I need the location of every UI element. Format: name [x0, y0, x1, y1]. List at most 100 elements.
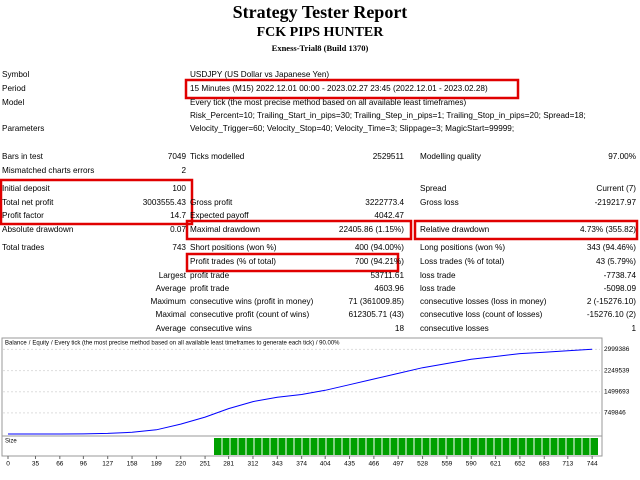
x-tick-label: 528: [417, 461, 428, 468]
x-tick-label: 590: [466, 461, 477, 468]
stat-label: Maximum: [151, 297, 187, 306]
y-tick-label: 1499693: [604, 388, 630, 395]
stat-value: 3003555.43: [143, 198, 187, 207]
x-tick-label: 497: [393, 461, 404, 468]
stat-label: loss trade: [420, 284, 456, 293]
stat-label: Profit factor: [2, 211, 44, 220]
stat-value: 343 (94.46%): [587, 243, 636, 252]
x-tick-label: 713: [562, 461, 573, 468]
stat-label: Maximal drawdown: [190, 225, 261, 234]
stat-value: 100: [172, 184, 186, 193]
highlight-box: [413, 219, 639, 241]
info-label: Parameters: [2, 124, 44, 133]
stat-label: Average: [156, 284, 187, 293]
expert-name: FCK PIPS HUNTER: [257, 25, 385, 40]
x-tick-label: 189: [151, 461, 162, 468]
x-tick-label: 343: [272, 461, 283, 468]
stat-value: Current (7): [596, 184, 636, 193]
stat-value: 700 (94.21%): [355, 257, 404, 266]
highlight-box: [0, 178, 194, 226]
stat-value: 97.00%: [608, 152, 636, 161]
x-tick-label: 158: [127, 461, 138, 468]
graph-note: / Every tick (the most precise method ba…: [51, 341, 340, 347]
stat-label: Loss trades (% of total): [420, 257, 504, 266]
balance-line: [8, 348, 593, 435]
stat-value: 3222773.4: [365, 198, 404, 207]
y-tick-label: 2249539: [604, 367, 630, 374]
x-tick-label: 559: [441, 461, 452, 468]
info-label: Model: [2, 98, 24, 107]
x-tick-label: 744: [587, 461, 598, 468]
stat-label: Short positions (won %): [190, 243, 277, 252]
stat-label: profit trade: [190, 284, 230, 293]
info-label: Symbol: [2, 70, 29, 79]
stat-value: 14.7: [170, 211, 186, 220]
stat-label: Long positions (won %): [420, 243, 505, 252]
stat-label: Bars in test: [2, 152, 44, 161]
stat-value: -5098.09: [604, 284, 637, 293]
x-tick-label: 35: [32, 461, 40, 468]
stat-label: Expected payoff: [190, 211, 249, 220]
parameters-line: Velocity_Trigger=60; Velocity_Stop=40; V…: [190, 124, 514, 133]
info-value: Every tick (the most precise method base…: [190, 98, 466, 107]
x-tick-label: 374: [296, 461, 307, 468]
x-tick-label: 220: [175, 461, 186, 468]
info-value: 15 Minutes (M15) 2022.12.01 00:00 - 2023…: [190, 84, 488, 93]
x-tick-label: 652: [514, 461, 525, 468]
x-tick-label: 621: [490, 461, 501, 468]
stat-value: 743: [172, 243, 186, 252]
highlight-box: [185, 252, 400, 273]
y-tick-label: 2999386: [604, 346, 630, 353]
x-tick-label: 96: [80, 461, 88, 468]
stat-value: 53711.61: [370, 271, 404, 280]
stat-label: Spread: [420, 184, 447, 193]
info-value: USDJPY (US Dollar vs Japanese Yen): [190, 70, 329, 79]
stat-label: Ticks modelled: [190, 152, 245, 161]
parameters-line: Risk_Percent=10; Trailing_Start_in_pips=…: [190, 111, 586, 120]
stat-label: Mismatched charts errors: [2, 166, 94, 175]
stat-label: Maximal: [156, 310, 187, 319]
stat-label: loss trade: [420, 271, 456, 280]
stat-value: 2529511: [373, 152, 405, 161]
info-label: Period: [2, 84, 26, 93]
x-tick-label: 0: [6, 461, 10, 468]
stat-value: 4.73% (355.82): [580, 225, 636, 234]
stat-value: -219217.97: [595, 198, 637, 207]
x-tick-label: 281: [223, 461, 234, 468]
stat-value: 1: [631, 324, 636, 333]
stat-label: consecutive losses: [420, 324, 489, 333]
stat-value: 43 (5.79%): [596, 257, 636, 266]
stat-value: 612305.71 (43): [348, 310, 404, 319]
y-tick-label: 749846: [604, 410, 626, 417]
stat-value: 400 (94.00%): [355, 243, 404, 252]
stat-value: 2: [181, 166, 186, 175]
stat-label: consecutive loss (count of losses): [420, 310, 543, 319]
stat-label: profit trade: [190, 271, 230, 280]
stat-label: Total trades: [2, 243, 44, 252]
stat-label: consecutive wins (profit in money): [190, 297, 314, 306]
x-tick-label: 312: [248, 461, 259, 468]
stat-label: Modelling quality: [420, 152, 482, 161]
stat-value: 18: [395, 324, 405, 333]
x-tick-label: 251: [200, 461, 211, 468]
stat-label: Average: [156, 324, 187, 333]
report-title: Strategy Tester Report: [233, 2, 408, 22]
stat-label: Largest: [159, 271, 187, 280]
stat-value: 71 (361009.85): [348, 297, 404, 306]
stat-label: Gross profit: [190, 198, 233, 207]
x-tick-label: 466: [368, 461, 379, 468]
stat-label: consecutive losses (loss in money): [420, 297, 547, 306]
stat-label: consecutive wins: [190, 324, 252, 333]
stat-label: Initial deposit: [2, 184, 51, 193]
stat-label: Profit trades (% of total): [190, 257, 276, 266]
legend-entry: Balance: [5, 341, 27, 347]
stat-label: Relative drawdown: [420, 225, 490, 234]
x-tick-label: 404: [320, 461, 331, 468]
stat-value: 2 (-15276.10): [587, 297, 636, 306]
x-tick-label: 66: [56, 461, 64, 468]
stat-value: -7738.74: [604, 271, 637, 280]
x-tick-label: 683: [539, 461, 550, 468]
stat-value: 4603.96: [374, 284, 404, 293]
stat-label: consecutive profit (count of wins): [190, 310, 309, 319]
